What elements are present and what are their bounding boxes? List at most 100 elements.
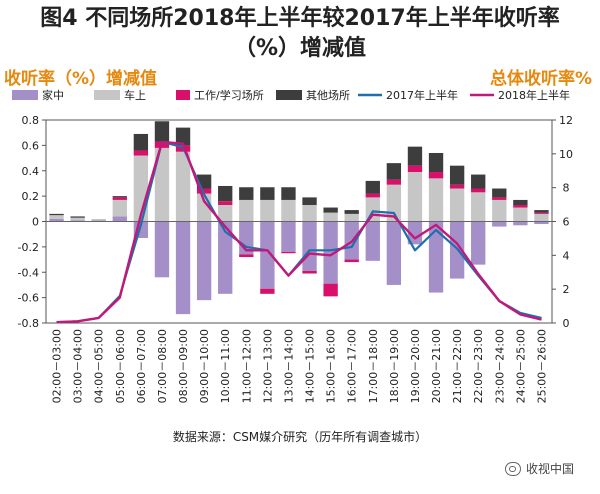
bar-home	[218, 221, 233, 294]
y2-tick-label: 6	[563, 216, 570, 229]
y2-tick-label: 12	[559, 114, 573, 127]
legend-car-label: 车上	[124, 88, 146, 102]
bar-car	[49, 215, 64, 219]
bar-other	[492, 188, 507, 198]
bar-other	[365, 180, 380, 194]
legend-home-swatch	[12, 90, 38, 100]
x-tick-label: 04:00－05:00	[93, 329, 106, 403]
x-tick-label: 09:00－10:00	[198, 329, 211, 403]
wechat-icon	[504, 461, 521, 476]
bar-car	[91, 218, 106, 221]
legend-work-swatch	[176, 90, 190, 100]
x-tick-label: 03:00－04:00	[72, 329, 85, 403]
y-tick-label: 0.8	[22, 114, 40, 127]
bar-other	[407, 146, 423, 166]
watermark-text: 收视中国	[525, 462, 574, 476]
bar-home	[513, 221, 528, 226]
bar-work	[449, 184, 465, 189]
y-tick-label: 0.2	[22, 190, 40, 203]
y2-tick-label: 2	[563, 283, 570, 296]
bar-home	[196, 221, 212, 301]
x-tick-label: 11:00－12:00	[240, 329, 253, 403]
x-tick-label: 05:00－06:00	[114, 329, 127, 403]
bar-car	[175, 151, 191, 222]
bar-other	[323, 207, 338, 213]
bar-home	[428, 221, 444, 293]
x-tick-label: 17:00－18:00	[367, 329, 380, 403]
bar-work	[534, 212, 549, 214]
bar-home	[281, 221, 296, 252]
line-2018	[56, 140, 542, 324]
bar-other	[471, 174, 486, 189]
y-tick-label: 0.4	[22, 165, 40, 178]
legend-other-label: 其他场所	[306, 88, 350, 102]
y2-tick-label: 0	[563, 317, 570, 330]
bar-work	[344, 259, 359, 263]
bar-home	[112, 216, 127, 222]
x-tick-label: 13:00－14:00	[282, 329, 295, 403]
bar-other	[49, 213, 64, 216]
bar-car	[281, 199, 296, 222]
bar-work	[281, 251, 296, 254]
bar-work	[218, 201, 233, 206]
bar-home	[154, 221, 170, 278]
line-2017	[56, 140, 542, 324]
plot-area: 0.8 0.6 0.4 0.2 0 -0.2 -0.4 -0.6 -0.8 12 10 8 6 4 2 0 02…	[18, 114, 573, 403]
bar-home	[260, 221, 275, 289]
bar-car	[218, 205, 233, 222]
right-axis-title: 总体收听率%	[489, 69, 592, 89]
bar-car	[260, 199, 275, 222]
bar-work	[407, 165, 423, 173]
x-tick-label: 10:00－11:00	[219, 329, 232, 403]
bar-other	[154, 121, 170, 142]
bar-work	[471, 188, 486, 193]
legend-other-swatch	[276, 90, 302, 100]
bar-car	[449, 188, 465, 222]
bar-home	[534, 221, 549, 225]
x-tick-label: 07:00－08:00	[156, 329, 169, 403]
x-tick-label: 06:00－07:00	[135, 329, 148, 403]
x-tick-label: 24:00－25:00	[514, 329, 527, 403]
bar-other	[449, 165, 465, 185]
bar-other	[260, 187, 275, 200]
legend: 家中 车上 工作/学习场所 其他场所 2017年上半年 2018年上半年	[12, 88, 570, 102]
bar-other	[112, 196, 127, 198]
bar-home	[175, 221, 191, 315]
legend-2018-label: 2018年上半年	[498, 88, 570, 102]
x-tick-label: 19:00－20:00	[409, 329, 422, 403]
bar-other	[70, 216, 85, 218]
bar-other	[239, 187, 254, 200]
bar-car	[471, 192, 486, 222]
y-tick-label: -0.2	[18, 241, 39, 254]
bar-other	[281, 187, 296, 200]
bar-other	[386, 163, 402, 180]
x-tick-label: 23:00－24:00	[493, 329, 506, 403]
legend-car-swatch	[94, 90, 120, 100]
bar-work	[196, 188, 212, 194]
x-tick-label: 12:00－13:00	[261, 329, 274, 403]
bar-work	[492, 197, 507, 200]
x-tick-label: 21:00－22:00	[451, 329, 464, 403]
legend-work-label: 工作/学习场所	[194, 88, 264, 102]
x-tick-label: 15:00－16:00	[325, 329, 338, 403]
source-note: 数据来源：CSM媒介研究（历年所有调查城市）	[172, 430, 428, 444]
bar-home	[407, 221, 423, 245]
bar-other	[534, 210, 549, 213]
bar-car	[112, 199, 127, 217]
x-tick-label: 20:00－21:00	[430, 329, 443, 403]
bar-work	[428, 172, 444, 179]
y-tick-label: 0.6	[22, 139, 40, 152]
y2-tick-label: 10	[559, 148, 573, 161]
x-tick-label: 22:00－23:00	[472, 329, 485, 403]
y-tick-label: -0.8	[18, 317, 39, 330]
bar-car	[344, 213, 359, 222]
bar-home	[365, 221, 380, 261]
x-tick-label: 25:00－26:00	[535, 329, 548, 403]
legend-2017-label: 2017年上半年	[386, 88, 458, 102]
bar-other	[218, 185, 233, 202]
bar-other	[133, 133, 149, 151]
watermark: 收视中国	[504, 460, 574, 477]
bar-car	[70, 217, 85, 221]
bar-other	[175, 127, 191, 146]
